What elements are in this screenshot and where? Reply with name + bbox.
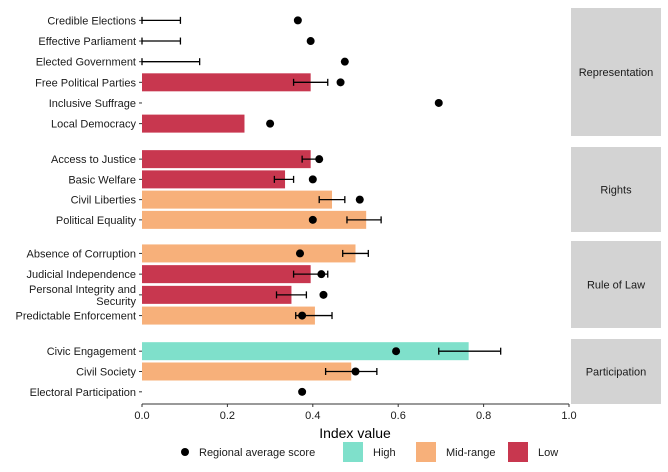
x-tick-label: 1.0: [561, 410, 576, 422]
regional-point: [336, 78, 345, 87]
panel-0: Representation Credible Elections Effectiv…: [35, 8, 661, 136]
error-bar: [141, 37, 182, 45]
facet-strip: [571, 147, 661, 232]
legend-label: Mid-range: [446, 447, 496, 459]
y-tick-label: Free Political Parties: [35, 77, 136, 89]
regional-point: [298, 311, 307, 320]
regional-point: [308, 215, 317, 224]
y-tick-label: Basic Welfare: [68, 174, 136, 186]
panel-1: Rights Access to Justice Basic Welfare Civi…: [51, 147, 661, 232]
x-axis: 0.0 0.2 0.4 0.6 0.8 1.0: [134, 403, 577, 422]
y-tick-label: Access to Justice: [51, 154, 136, 166]
bar: [142, 170, 286, 189]
legend-label: Regional average score: [199, 447, 315, 459]
error-bar: [346, 216, 382, 224]
bar: [142, 244, 356, 263]
regional-point: [266, 119, 275, 128]
error-bar: [141, 58, 201, 66]
bar: [142, 73, 311, 92]
error-bar: [292, 78, 329, 86]
regional-point: [340, 57, 349, 66]
y-tick-label: Predictable Enforcement: [16, 311, 136, 323]
legend-point-key: [181, 448, 189, 456]
regional-point: [295, 249, 304, 258]
y-tick-label: Inclusive Suffrage: [49, 98, 136, 110]
panel-2: Rule of Law Absence of Corruption Judicial…: [16, 241, 661, 328]
legend-label: High: [373, 447, 396, 459]
regional-point: [298, 387, 307, 396]
regional-point: [306, 37, 315, 46]
bar: [142, 306, 315, 325]
y-tick-label: Judicial Independence: [27, 269, 136, 281]
legend-key: [508, 442, 528, 462]
y-tick-label: Civil Society: [76, 367, 136, 379]
facet-strip: [571, 8, 661, 136]
error-bar: [275, 291, 308, 299]
legend-label: Low: [538, 447, 558, 459]
facet-strip-label: Representation: [579, 67, 654, 79]
bar: [142, 362, 352, 381]
regional-point: [351, 367, 360, 376]
y-tick-label: Personal Integrity and Security: [29, 284, 137, 308]
panel-3: Participation Civic Engagement Civil Socie…: [30, 339, 661, 404]
legend-key: [416, 442, 436, 462]
facet-strip-label: Rule of Law: [587, 280, 645, 292]
y-tick-label: Absence of Corruption: [27, 248, 136, 260]
bar: [142, 114, 245, 133]
x-tick-label: 0.0: [134, 410, 149, 422]
regional-point: [434, 98, 443, 107]
y-tick-label: Elected Government: [36, 57, 136, 69]
regional-point: [315, 155, 324, 164]
y-tick-label: Credible Elections: [47, 15, 136, 27]
panels: Representation Credible Elections Effectiv…: [16, 8, 661, 404]
y-tick-label: Local Democracy: [51, 119, 136, 131]
x-tick-label: 0.6: [391, 410, 406, 422]
error-bar: [318, 196, 346, 204]
y-tick-label: Political Equality: [56, 215, 137, 227]
error-bar: [342, 249, 369, 257]
y-tick-label: Civil Liberties: [71, 195, 137, 207]
error-bar: [324, 368, 378, 375]
legend-key: [343, 442, 363, 462]
x-tick-label: 0.4: [305, 410, 320, 422]
bar: [142, 285, 292, 304]
error-bar: [438, 347, 502, 355]
bar: [142, 150, 311, 169]
bar: [142, 265, 311, 284]
regional-point: [319, 290, 328, 299]
regional-point: [317, 270, 326, 279]
y-tick-label: Electoral Participation: [30, 387, 136, 399]
regional-point: [308, 175, 317, 184]
bar: [142, 342, 469, 361]
bar: [142, 190, 333, 209]
x-axis-title: Index value: [319, 425, 391, 441]
facet-strip: [571, 241, 661, 328]
bar: [142, 210, 367, 229]
error-bar: [273, 175, 295, 183]
x-tick-label: 0.8: [476, 410, 491, 422]
regional-point: [293, 16, 302, 25]
regional-point: [392, 347, 401, 356]
facet-strip: [571, 339, 661, 404]
error-bar: [141, 16, 182, 24]
y-tick-label: Effective Parliament: [38, 36, 136, 48]
facet-strip-label: Rights: [600, 185, 632, 197]
regional-point: [355, 195, 364, 204]
x-tick-label: 0.2: [220, 410, 235, 422]
facet-strip-label: Participation: [586, 367, 647, 379]
legend: Regional average score High Mid-range Low: [181, 442, 558, 462]
y-tick-label: Civic Engagement: [47, 346, 136, 358]
